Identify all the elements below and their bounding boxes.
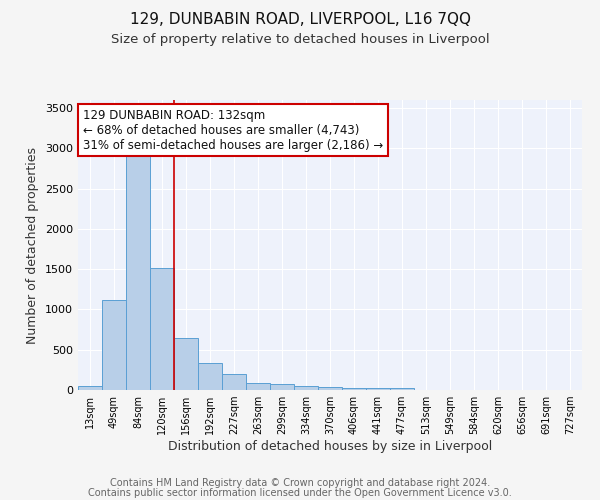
Bar	[150, 268, 174, 390]
Text: Contains HM Land Registry data © Crown copyright and database right 2024.: Contains HM Land Registry data © Crown c…	[110, 478, 490, 488]
Bar	[246, 383, 270, 390]
Text: 129 DUNBABIN ROAD: 132sqm
← 68% of detached houses are smaller (4,743)
31% of se: 129 DUNBABIN ROAD: 132sqm ← 68% of detac…	[83, 108, 383, 152]
Bar	[174, 338, 198, 390]
Bar	[270, 384, 294, 390]
Bar	[366, 388, 390, 390]
Bar	[222, 374, 246, 390]
Bar	[318, 387, 342, 390]
Bar	[78, 386, 102, 390]
Text: Size of property relative to detached houses in Liverpool: Size of property relative to detached ho…	[110, 32, 490, 46]
Bar	[126, 144, 150, 390]
Bar	[102, 300, 126, 390]
X-axis label: Distribution of detached houses by size in Liverpool: Distribution of detached houses by size …	[168, 440, 492, 453]
Y-axis label: Number of detached properties: Number of detached properties	[26, 146, 40, 344]
Text: Contains public sector information licensed under the Open Government Licence v3: Contains public sector information licen…	[88, 488, 512, 498]
Bar	[294, 386, 318, 390]
Bar	[198, 364, 222, 390]
Bar	[390, 388, 414, 390]
Bar	[342, 388, 366, 390]
Text: 129, DUNBABIN ROAD, LIVERPOOL, L16 7QQ: 129, DUNBABIN ROAD, LIVERPOOL, L16 7QQ	[130, 12, 470, 28]
